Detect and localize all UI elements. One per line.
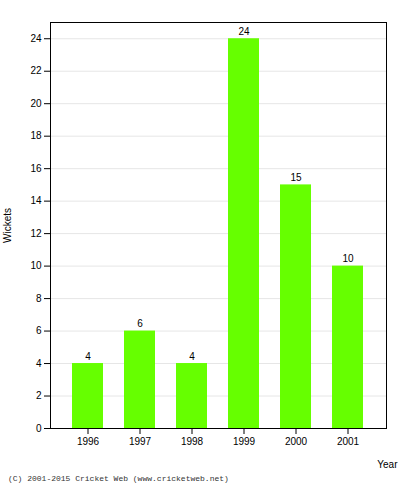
svg-text:4: 4 [85,351,91,362]
svg-text:24: 24 [238,26,250,37]
svg-text:6: 6 [36,325,42,336]
svg-text:24: 24 [30,33,42,44]
svg-text:0: 0 [36,423,42,434]
svg-text:16: 16 [30,163,42,174]
svg-text:10: 10 [342,253,354,264]
svg-text:4: 4 [189,351,195,362]
svg-text:Year: Year [377,459,398,470]
svg-text:14: 14 [30,195,42,206]
svg-text:1997: 1997 [129,436,152,447]
svg-text:2: 2 [36,390,42,401]
svg-text:Wickets: Wickets [2,208,13,243]
svg-text:1998: 1998 [181,436,204,447]
html-text:(C) 2001-2015 Cricket Web (www: (C) 2001-2015 Cricket Web (www.cricketwe… [8,474,229,483]
svg-text:22: 22 [30,65,42,76]
svg-text:8: 8 [36,293,42,304]
svg-text:10: 10 [30,260,42,271]
svg-text:6: 6 [137,318,143,329]
svg-text:20: 20 [30,98,42,109]
svg-text:2000: 2000 [285,436,308,447]
svg-text:4: 4 [36,358,42,369]
svg-text:2001: 2001 [337,436,360,447]
svg-text:18: 18 [30,130,42,141]
svg-text:1999: 1999 [233,436,256,447]
svg-text:12: 12 [30,228,42,239]
svg-text:15: 15 [290,172,302,183]
svg-text:1996: 1996 [77,436,100,447]
